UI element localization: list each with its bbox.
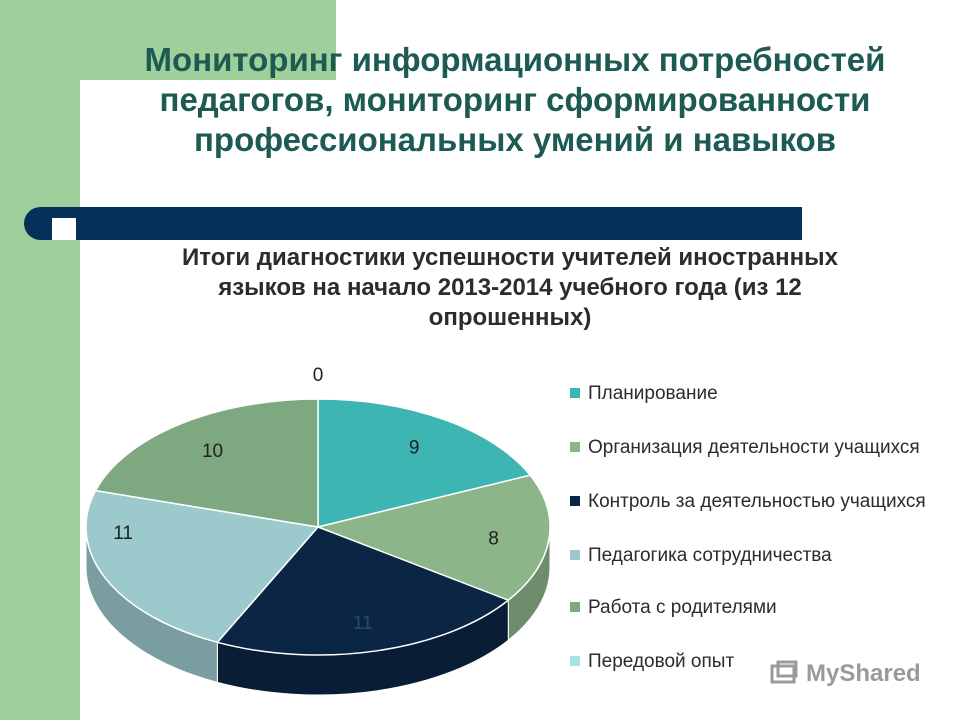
pie-slice-4 <box>94 398 319 528</box>
legend-swatch <box>570 602 580 612</box>
legend-label: Планирование <box>588 383 718 404</box>
legend-label: Передовой опыт <box>588 651 735 672</box>
data-label-1: 8 <box>488 528 499 549</box>
decor-green-bar <box>0 0 80 720</box>
decor-navy-bar <box>24 207 802 240</box>
legend-label: Работа с родителями <box>588 597 777 618</box>
pie-slice-1 <box>315 474 551 602</box>
legend-swatch <box>570 550 580 560</box>
pie-slice-0 <box>317 398 532 528</box>
legend-label: Контроль за деятельностью учащихся <box>588 491 926 512</box>
data-label-4: 10 <box>202 441 223 462</box>
data-label-2: 11 <box>353 613 373 634</box>
pie-slice-3 <box>85 489 320 644</box>
chart-title: Итоги диагностики успешности учителей ин… <box>182 244 838 331</box>
legend-swatch <box>570 388 580 398</box>
data-label-3: 11 <box>113 523 133 544</box>
watermark-text: MyShared <box>806 660 921 687</box>
decor-green-corner <box>80 0 336 80</box>
legend-swatch <box>570 496 580 506</box>
slide-title: Мониторинг информационных потребностей п… <box>144 41 886 158</box>
watermark-icon <box>770 660 798 684</box>
legend-label: Организация деятельности учащихся <box>588 437 920 458</box>
decor-navy-notch <box>52 218 76 240</box>
data-label-5: 0 <box>313 365 324 386</box>
data-label-0: 9 <box>409 437 420 458</box>
legend-label: Педагогика сотрудничества <box>588 545 832 566</box>
legend-swatch <box>570 442 580 452</box>
legend-swatch <box>570 656 580 666</box>
